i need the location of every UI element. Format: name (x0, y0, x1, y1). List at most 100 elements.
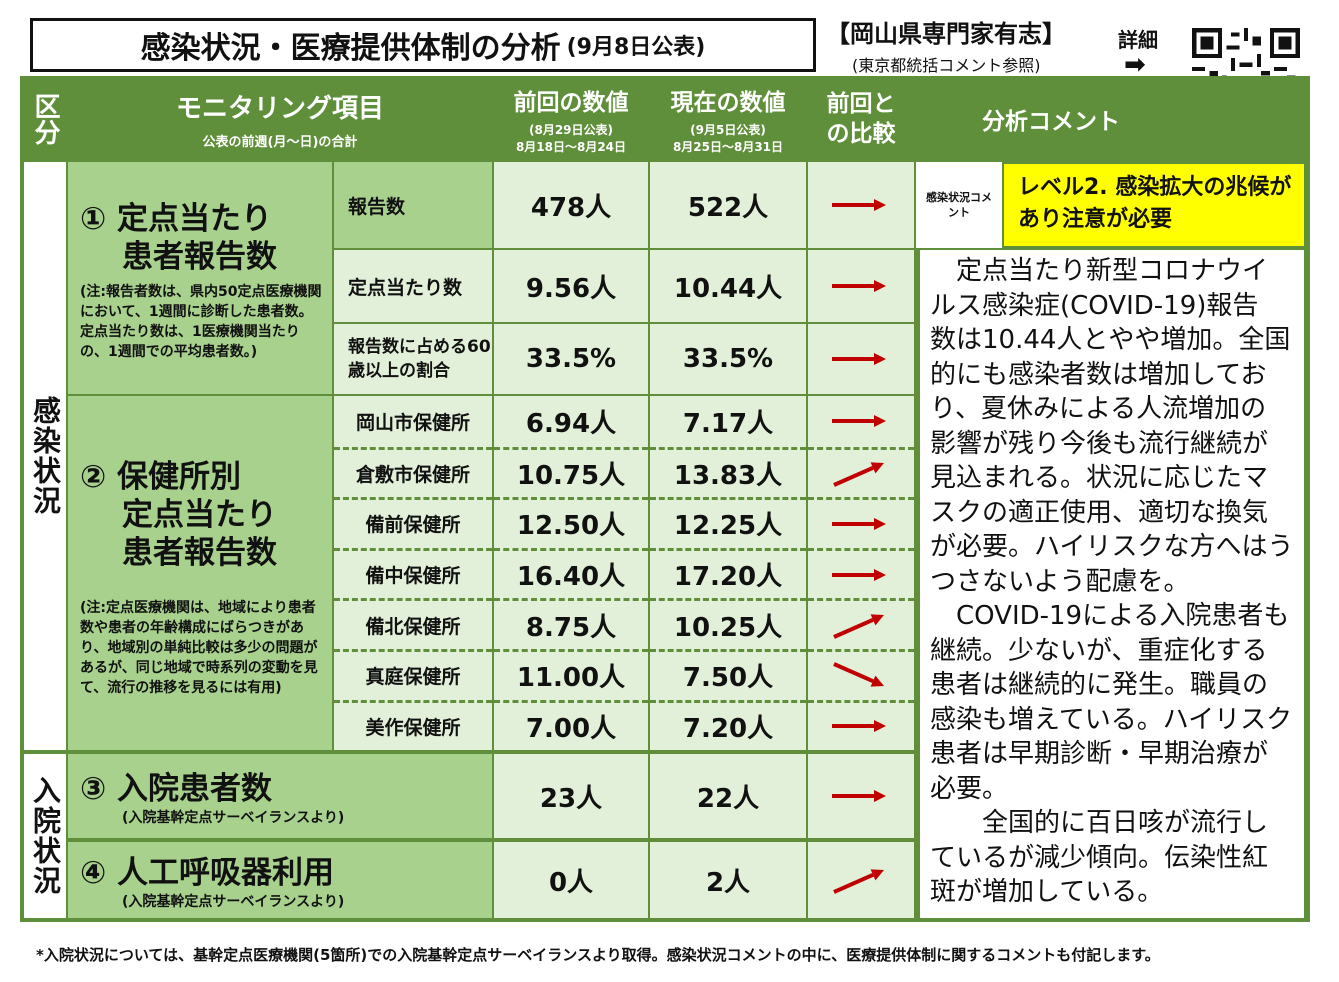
column-item-label: モニタリング項目 (175, 94, 384, 124)
level-badge: レベル2. 感染拡大の兆候があり注意が必要 (1004, 164, 1304, 246)
comment-line: 影響が残り今後も流行継続が (930, 428, 1269, 459)
trend-down-svg (833, 661, 884, 687)
trend-flat-icon (808, 754, 914, 838)
trend-flat-svg (832, 790, 886, 802)
section-hospital-label: 入院状況 (29, 776, 62, 896)
trend-flat-icon (808, 497, 914, 548)
item1-row-curr: 522人 (650, 162, 806, 248)
column-curr-label: 現在の数値 (670, 90, 786, 116)
item4-curr: 2人 (650, 842, 806, 918)
comment-line: 的にも感染者数は増加してお (930, 359, 1267, 390)
comment-line: が必要。ハイリスクな方へはう (930, 532, 1294, 562)
item2-row-curr: 17.20人 (650, 547, 806, 599)
item2-row-prev: 6.94人 (494, 396, 648, 447)
comment-line: 必要。 (930, 773, 1009, 804)
comment-line: り、夏休みによる人流増加の (930, 394, 1267, 424)
trend-flat-icon (808, 396, 914, 447)
item2-row-curr: 7.50人 (650, 649, 806, 700)
comment-line: 感染も増えている。ハイリスク (930, 704, 1293, 735)
item2-row-prev: 10.75人 (494, 446, 648, 498)
item2-row-prev: 7.00人 (494, 699, 648, 751)
organization-name: 【岡山県専門家有志】 (826, 20, 1066, 48)
detail-label: 詳細 (1118, 28, 1158, 52)
item4-block: ④ 人工呼吸器利用 (入院基幹定点サーベイランスより) (68, 842, 492, 918)
column-comment-label: 分析コメント (982, 109, 1120, 135)
item2-row-label: 岡山市保健所 (334, 396, 492, 447)
footer-note: *入院状況については、基幹定点医療機関(5箇所)での入院基幹定点サーベイランスよ… (36, 946, 1160, 964)
organization-note: (東京都統括コメント参照) (852, 56, 1041, 75)
item1-row-prev: 33.5% (494, 324, 648, 394)
item2-block: ② 保健所別 定点当たり 患者報告数 (注:定点医療機関は、地域により患者数や患… (68, 396, 332, 750)
trend-flat-icon (808, 324, 914, 394)
item1-row-prev: 9.56人 (494, 250, 648, 322)
column-curr-pub: (9月5日公表) (690, 123, 766, 137)
item2-row-curr: 10.25人 (650, 598, 806, 649)
section-infection: 感染状況 (24, 162, 66, 750)
page-title-date: (9月8日公表) (566, 35, 706, 60)
trend-up-icon (808, 842, 914, 918)
trend-up-icon (808, 446, 914, 498)
item1-title-a: ① 定点当たり (80, 201, 273, 237)
item2-row-prev: 12.50人 (494, 497, 648, 548)
item1-row-curr: 10.44人 (650, 250, 806, 322)
trend-up-svg (833, 462, 884, 488)
column-prev-pub: (8月29日公表) (528, 123, 614, 137)
trend-flat-icon (808, 250, 914, 322)
item2-row-label: 倉敷市保健所 (334, 446, 492, 498)
analysis-comment: 定点当たり新型コロナウイ ルス感染症(COVID-19)報告 数は10.44人とやや… (920, 250, 1304, 918)
item2-row-curr: 7.17人 (650, 396, 806, 447)
trend-flat-svg (832, 353, 886, 365)
trend-flat-svg (832, 280, 886, 292)
comment-tag: 感染状況コメント (916, 162, 1002, 248)
section-infection-label: 感染状況 (29, 396, 62, 516)
page-title: 感染状況・医療提供体制の分析 (140, 31, 561, 66)
column-category: 区分 (24, 80, 66, 158)
item2-row-prev: 16.40人 (494, 547, 648, 599)
item2-row-label: 美作保健所 (334, 699, 492, 751)
column-prev: 前回の数値 (8月29日公表) 8月18日～8月24日 (494, 80, 648, 158)
item3-prev: 23人 (494, 754, 648, 838)
column-curr-range: 8月25日～8月31日 (672, 140, 784, 154)
item3-title: ③ 入院患者数 (80, 771, 273, 807)
page-title-box: 感染状況・医療提供体制の分析 (9月8日公表) (30, 18, 816, 72)
trend-flat-svg (832, 568, 886, 581)
trend-flat-icon (808, 162, 914, 248)
item2-note: (注:定点医療機関は、地域により患者数や患者の年齢構成にばらつきがあり、地域別の… (80, 600, 318, 696)
comment-line: 定点当たり新型コロナウイ (930, 256, 1269, 286)
item3-note: (入院基幹定点サーベイランスより) (122, 810, 345, 826)
item4-title: ④ 人工呼吸器利用 (80, 855, 335, 891)
item2-title-c: 患者報告数 (122, 535, 277, 571)
trend-flat-svg (832, 199, 886, 211)
item2-row-prev: 11.00人 (494, 649, 648, 700)
item1-title-b: 患者報告数 (122, 239, 277, 275)
comment-line: スクの適正使用、適切な換気 (930, 497, 1269, 528)
item2-row-curr: 7.20人 (650, 699, 806, 751)
item1-note: (注:報告者数は、県内50定点医療機関において、1週間に診断した患者数。定点当た… (80, 284, 322, 360)
comment-line: 患者は早期診断・早期治療が (930, 739, 1269, 769)
column-compare: 前回との比較 (808, 80, 914, 158)
item2-row-label: 備中保健所 (334, 547, 492, 599)
trend-flat-svg (832, 720, 886, 733)
arrow-right-icon: ➡ (1124, 50, 1146, 80)
item4-note: (入院基幹定点サーベイランスより) (122, 894, 345, 910)
comment-line: つさないよう配慮を。 (930, 566, 1190, 597)
item2-row-prev: 8.75人 (494, 598, 648, 649)
item1-block: ① 定点当たり 患者報告数 (注:報告者数は、県内50定点医療機関において、1週… (68, 162, 332, 394)
comment-line: 患者は継続的に発生。職員の (930, 670, 1269, 700)
column-item: モニタリング項目 公表の前週(月～日)の合計 (68, 80, 492, 158)
item1-row-label: 報告数に占める60歳以上の割合 (334, 324, 492, 394)
comment-line: 見込まれる。状況に応じたマ (930, 463, 1269, 493)
item1-row-curr: 33.5% (650, 324, 806, 394)
item1-row-label: 報告数 (334, 162, 492, 248)
column-prev-range: 8月18日～8月24日 (515, 140, 627, 154)
item2-title-b: 定点当たり (122, 497, 277, 533)
trend-up-svg (833, 614, 884, 640)
item2-row-curr: 12.25人 (650, 497, 806, 548)
comment-line: 斑が増加している。 (930, 877, 1164, 907)
trend-up-svg (833, 869, 884, 894)
comment-line: COVID-19による入院患者も (930, 601, 1290, 631)
item2-row-label: 備北保健所 (334, 598, 492, 649)
item1-row-prev: 478人 (494, 162, 648, 248)
section-hospital: 入院状況 (24, 754, 66, 918)
trend-flat-svg (832, 517, 886, 530)
